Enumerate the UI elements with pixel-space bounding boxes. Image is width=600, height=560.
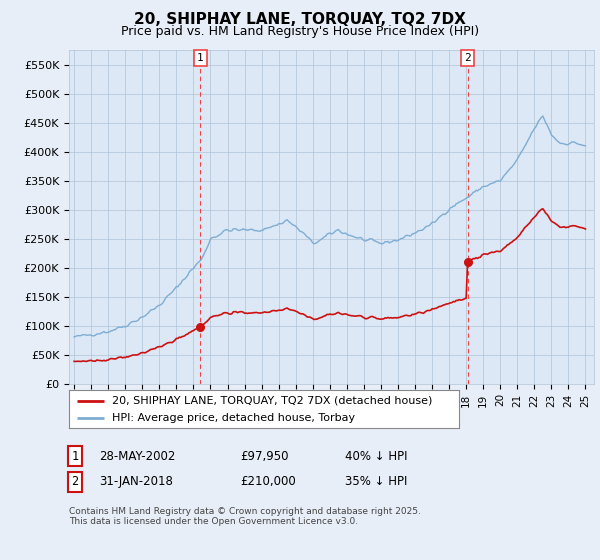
Text: 20, SHIPHAY LANE, TORQUAY, TQ2 7DX (detached house): 20, SHIPHAY LANE, TORQUAY, TQ2 7DX (deta… <box>112 395 432 405</box>
Text: 20, SHIPHAY LANE, TORQUAY, TQ2 7DX: 20, SHIPHAY LANE, TORQUAY, TQ2 7DX <box>134 12 466 27</box>
Text: HPI: Average price, detached house, Torbay: HPI: Average price, detached house, Torb… <box>112 413 355 423</box>
Text: 2: 2 <box>71 475 79 488</box>
Text: 35% ↓ HPI: 35% ↓ HPI <box>345 475 407 488</box>
Text: 40% ↓ HPI: 40% ↓ HPI <box>345 450 407 463</box>
Text: 1: 1 <box>197 53 204 63</box>
Text: 28-MAY-2002: 28-MAY-2002 <box>99 450 175 463</box>
Text: Price paid vs. HM Land Registry's House Price Index (HPI): Price paid vs. HM Land Registry's House … <box>121 25 479 38</box>
Text: 31-JAN-2018: 31-JAN-2018 <box>99 475 173 488</box>
Text: £97,950: £97,950 <box>240 450 289 463</box>
Text: Contains HM Land Registry data © Crown copyright and database right 2025.
This d: Contains HM Land Registry data © Crown c… <box>69 507 421 526</box>
Text: £210,000: £210,000 <box>240 475 296 488</box>
Text: 1: 1 <box>71 450 79 463</box>
Text: 2: 2 <box>464 53 471 63</box>
